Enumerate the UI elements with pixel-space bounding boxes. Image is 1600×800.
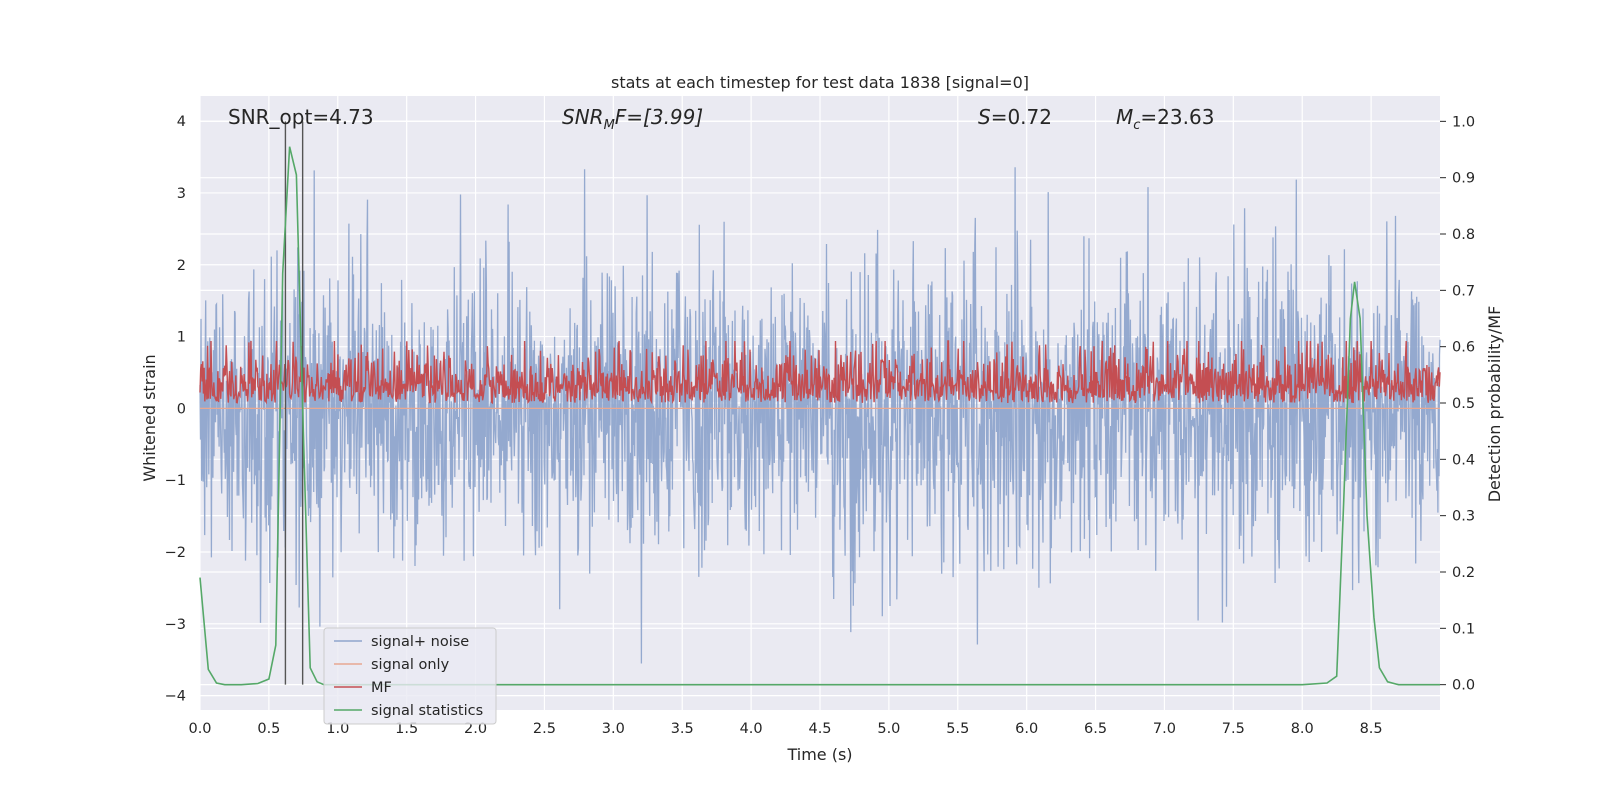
legend-label-signal-statistics: signal statistics [371,703,483,719]
y-tick-label-4: 0 [177,401,186,417]
series-signal-statistics [199,146,1440,686]
x-tick-label-7: 3.5 [671,721,694,737]
right-y-tick-label-7: 0.3 [1452,509,1475,525]
right-y-tick-label-3: 0.7 [1452,283,1475,299]
x-tick-label-12: 6.0 [1015,721,1038,737]
x-tick-label-2: 1.0 [326,721,349,737]
y-tick-label-5: −1 [165,473,186,489]
y-tick-label-2: 2 [177,258,186,274]
snr-mf-rest: F=[3.99] [615,105,703,129]
right-y-tick-label-2: 0.8 [1452,227,1475,243]
chart-title: stats at each timestep for test data 183… [611,73,1029,92]
snr-opt-annotation: SNR_opt=4.73 [228,105,374,129]
mc-symbol: M [1116,105,1133,129]
legend-label-signal-only: signal only [371,657,450,673]
right-y-tick-label-10: 0.0 [1452,678,1475,694]
x-tick-labels: 0.0 0.5 1.0 1.5 2.0 2.5 3.0 3.5 4.0 4.5 5.0 5.5 6.0 6… [188,721,1382,737]
legend-box [323,627,497,725]
right-y-tick-label-4: 0.6 [1452,340,1475,356]
x-tick-label-14: 7.0 [1153,721,1176,737]
mc-annotation: Mc=23.63 [1116,105,1214,133]
right-y-tick-label-8: 0.2 [1452,565,1475,581]
y-tick-label-1: 3 [177,186,186,202]
s-symbol: S [978,105,991,129]
s-annotation: S=0.72 [978,105,1052,129]
y-axis-label: Whitened strain [140,354,159,481]
s-value: =0.72 [991,105,1052,129]
x-tick-label-9: 4.5 [808,721,831,737]
line-mf [199,340,1441,405]
right-y-axis-label: Detection probability/MF [1485,306,1504,503]
legend-label-signal-noise: signal+ noise [371,634,469,650]
right-y-tick-label-1: 0.9 [1452,171,1475,187]
snr-mf-subscript: M [604,118,615,133]
mc-subscript: c [1133,118,1140,133]
x-axis-label: Time (s) [786,745,852,764]
y-tick-label-3: 1 [177,330,186,346]
y-tick-labels: 4 3 2 1 0 −1 −2 −3 −4 [165,114,186,705]
x-tick-label-8: 4.0 [740,721,763,737]
x-tick-label-3: 1.5 [395,721,418,737]
mc-value: =23.63 [1140,105,1214,129]
legend: signal+ noise signal only MF signal stat… [323,627,497,725]
y-tick-label-7: −3 [165,617,186,633]
x-tick-label-1: 0.5 [257,721,280,737]
line-signal-statistics [199,146,1440,686]
y-tick-label-6: −2 [165,545,186,561]
x-tick-label-4: 2.0 [464,721,487,737]
x-tick-label-11: 5.5 [946,721,969,737]
snr-mf-annotation: SNRMF=[3.99] [562,105,703,133]
x-tick-label-17: 8.5 [1360,721,1383,737]
x-tick-label-10: 5.0 [877,721,900,737]
x-tick-label-0: 0.0 [188,721,211,737]
x-tick-label-16: 8.0 [1291,721,1314,737]
x-tick-label-5: 2.5 [533,721,556,737]
y-tick-label-0: 4 [177,114,186,130]
x-tick-label-13: 6.5 [1084,721,1107,737]
right-y-tick-labels: 1.0 0.9 0.8 0.7 0.6 0.5 0.4 0.3 0.2 0.1 0.0 [1440,114,1475,694]
snr-mf-symbol: SNR [562,105,604,129]
legend-label-mf: MF [371,680,392,696]
x-tick-label-15: 7.5 [1222,721,1245,737]
right-y-tick-label-6: 0.4 [1452,452,1475,468]
series-mf [199,340,1441,405]
right-y-tick-label-0: 1.0 [1452,114,1475,130]
right-y-tick-label-9: 0.1 [1452,621,1475,637]
right-y-tick-label-5: 0.5 [1452,396,1475,412]
x-tick-label-6: 3.0 [602,721,625,737]
y-tick-label-8: −4 [165,689,186,705]
